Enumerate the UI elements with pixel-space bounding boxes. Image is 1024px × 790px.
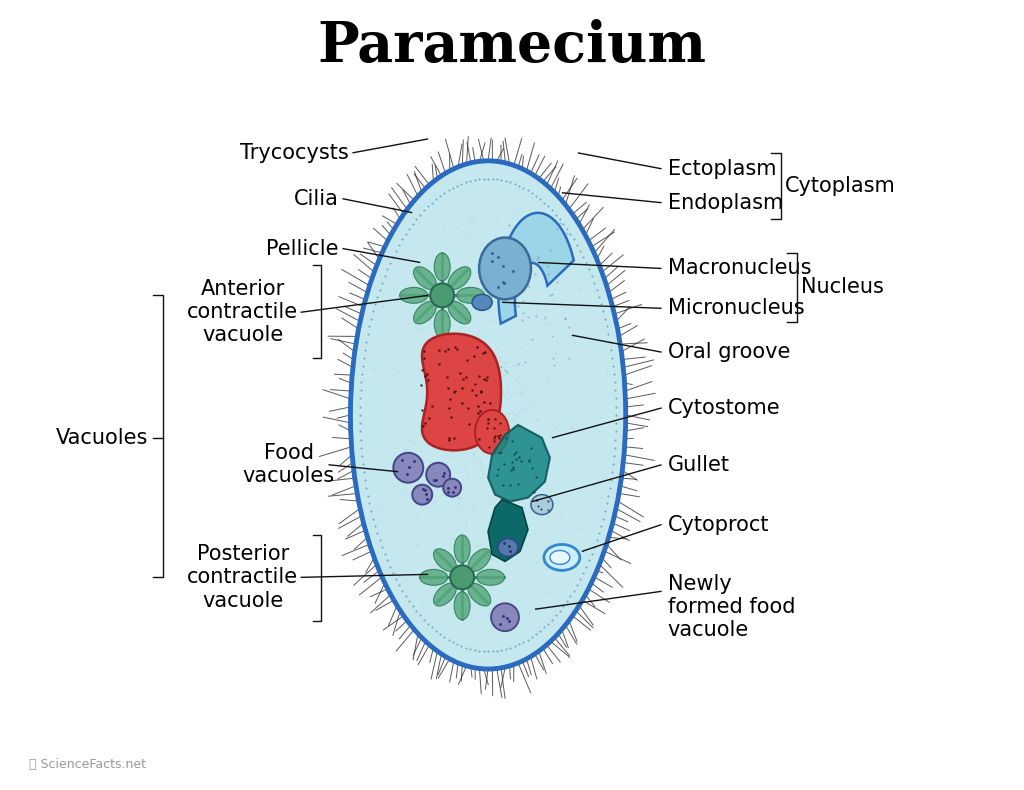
Ellipse shape (430, 284, 455, 307)
Ellipse shape (399, 288, 428, 303)
Ellipse shape (420, 570, 447, 585)
Ellipse shape (434, 253, 451, 280)
Ellipse shape (434, 310, 451, 338)
Ellipse shape (433, 583, 457, 606)
Ellipse shape (393, 453, 423, 483)
Ellipse shape (468, 549, 490, 571)
Ellipse shape (492, 604, 519, 631)
Text: Paramecium: Paramecium (317, 19, 707, 74)
Ellipse shape (413, 485, 432, 505)
Ellipse shape (433, 549, 457, 571)
Text: Gullet: Gullet (668, 455, 729, 475)
Polygon shape (488, 499, 528, 562)
Text: Endoplasm: Endoplasm (668, 193, 782, 213)
Text: Ectoplasm: Ectoplasm (668, 159, 776, 179)
Ellipse shape (414, 267, 436, 289)
Ellipse shape (426, 463, 451, 487)
Text: Cytoplasm: Cytoplasm (785, 175, 896, 196)
Text: Oral groove: Oral groove (668, 342, 790, 362)
Text: Food
vacuoles: Food vacuoles (243, 443, 335, 487)
Text: Vacuoles: Vacuoles (56, 428, 148, 448)
Text: Micronucleus: Micronucleus (668, 299, 804, 318)
Text: Pellicle: Pellicle (266, 239, 339, 258)
Ellipse shape (414, 301, 436, 324)
Text: 🔬 ScienceFacts.net: 🔬 ScienceFacts.net (30, 758, 146, 771)
Ellipse shape (449, 267, 471, 289)
Text: Macronucleus: Macronucleus (668, 258, 811, 278)
Ellipse shape (531, 495, 553, 514)
Ellipse shape (443, 479, 461, 497)
Text: Cytostome: Cytostome (668, 398, 780, 418)
Text: Cilia: Cilia (294, 189, 339, 209)
Polygon shape (422, 333, 501, 450)
Ellipse shape (550, 551, 569, 564)
Text: Nucleus: Nucleus (801, 277, 884, 297)
Polygon shape (499, 213, 573, 324)
Ellipse shape (449, 301, 471, 324)
Ellipse shape (455, 535, 470, 562)
Text: Trycocysts: Trycocysts (240, 143, 348, 163)
Text: Posterior
contractile
vacuole: Posterior contractile vacuole (187, 544, 298, 611)
Ellipse shape (350, 161, 626, 669)
Ellipse shape (457, 288, 484, 303)
Ellipse shape (472, 295, 493, 310)
Ellipse shape (498, 539, 518, 556)
Polygon shape (488, 425, 550, 502)
Ellipse shape (476, 570, 505, 585)
Ellipse shape (479, 238, 531, 299)
Text: Anterior
contractile
vacuole: Anterior contractile vacuole (187, 279, 298, 345)
Text: Cytoproct: Cytoproct (668, 514, 769, 535)
Ellipse shape (544, 544, 580, 570)
Ellipse shape (451, 566, 474, 589)
Ellipse shape (455, 592, 470, 620)
Ellipse shape (468, 583, 490, 606)
Text: Newly
formed food
vacuole: Newly formed food vacuole (668, 574, 795, 641)
Polygon shape (475, 410, 509, 453)
